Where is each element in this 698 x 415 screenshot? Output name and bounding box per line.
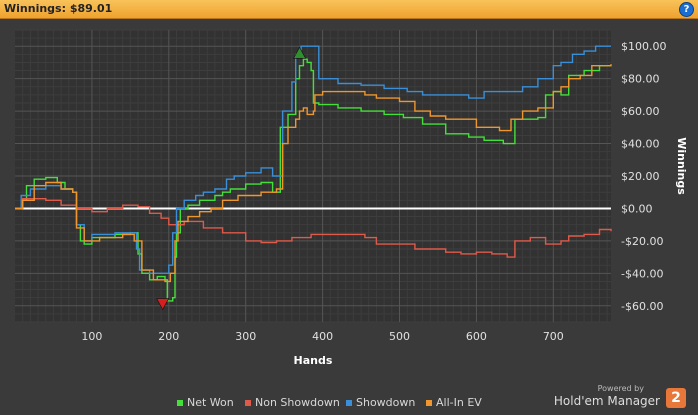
x-tick-label: 100 <box>81 330 102 343</box>
legend-swatch <box>346 400 352 406</box>
y-tick-label: $100.00 <box>621 40 667 53</box>
x-tick-label: 400 <box>312 330 333 343</box>
x-tick-label: 200 <box>158 330 179 343</box>
legend-swatch <box>245 400 251 406</box>
y-tick-label: -$20.00 <box>621 235 663 248</box>
y-tick-label: -$60.00 <box>621 300 663 313</box>
y-tick-label: $60.00 <box>621 105 660 118</box>
brand-block: Powered by Hold'em Manager 2 <box>536 384 686 412</box>
y-tick-label: $0.00 <box>621 202 653 215</box>
help-icon[interactable]: ? <box>679 2 694 17</box>
x-tick-label: 600 <box>466 330 487 343</box>
legend-label: All-In EV <box>436 396 482 409</box>
max-marker <box>293 46 307 59</box>
chart-legend: Net Won Non Showdown Showdown All-In EV <box>0 396 698 410</box>
series-line-all-in-ev <box>15 64 612 283</box>
winnings-title: Winnings: $89.01 <box>4 2 113 15</box>
legend-item-non-showdown[interactable]: Non Showdown <box>245 396 340 409</box>
min-marker <box>156 298 170 311</box>
y-tick-label: $80.00 <box>621 73 660 86</box>
legend-swatch <box>177 400 183 406</box>
legend-swatch <box>426 400 432 406</box>
series-line-non-showdown <box>15 198 612 258</box>
hm2-logo-icon: 2 <box>666 388 686 408</box>
brand-name: Hold'em Manager <box>553 394 660 408</box>
legend-label: Net Won <box>187 396 234 409</box>
y-tick-label: $40.00 <box>621 138 660 151</box>
series-line-net-won <box>15 58 611 302</box>
winnings-chart: 100 200 300 400 500 600 700 $100.00 $80.00 $60.00… <box>15 29 688 367</box>
series-line-showdown <box>15 45 611 274</box>
x-tick-label: 700 <box>543 330 564 343</box>
x-tick-label: 500 <box>389 330 410 343</box>
legend-item-showdown[interactable]: Showdown <box>346 396 415 409</box>
legend-label: Showdown <box>356 396 416 409</box>
legend-label: Non Showdown <box>255 396 340 409</box>
y-tick-label: $20.00 <box>621 170 660 183</box>
x-tick-label: 300 <box>235 330 256 343</box>
y-axis-label: Winnings <box>675 137 688 195</box>
x-axis-label: Hands <box>294 354 333 367</box>
legend-item-all-in-ev[interactable]: All-In EV <box>426 396 482 409</box>
powered-by-text: Powered by <box>597 384 644 393</box>
y-tick-label: -$40.00 <box>621 267 663 280</box>
window-header: Winnings: $89.01 ? <box>0 0 698 19</box>
legend-item-net-won[interactable]: Net Won <box>177 396 234 409</box>
